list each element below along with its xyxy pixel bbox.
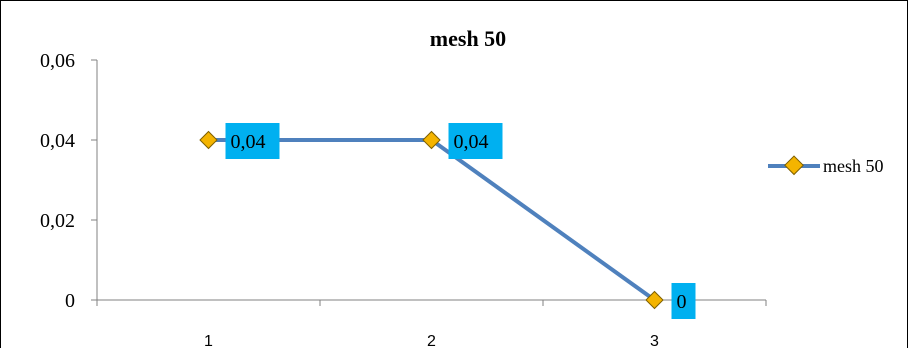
data-labels: 0,04 0,04 0: [225, 123, 696, 319]
data-label-box: [448, 123, 503, 159]
legend-marker-swatch: [784, 155, 804, 176]
y-tick-label: 0,02: [40, 210, 75, 232]
x-tick-label: 3: [650, 333, 659, 350]
series-line: [208, 138, 656, 302]
data-point-marker: [199, 130, 218, 150]
data-label: 0: [677, 291, 687, 313]
y-tick-label: 0,06: [40, 50, 75, 72]
data-point-marker: [645, 290, 664, 310]
data-label-box: [671, 283, 696, 319]
legend-label: mesh 50: [823, 156, 884, 176]
y-tick-label: 0,04: [40, 130, 75, 152]
data-label: 0,04: [231, 131, 266, 153]
data-label: 0,04: [454, 131, 489, 153]
y-tick-label: 0: [65, 290, 75, 312]
x-tick-label: 2: [427, 333, 436, 350]
legend: mesh 50: [768, 155, 884, 176]
axes: [91, 59, 767, 306]
chart-title: mesh 50: [430, 26, 506, 51]
y-tick-labels: 0 0,02 0,04 0,06: [40, 50, 75, 312]
x-tick-label: 1: [204, 333, 213, 350]
data-point-marker: [422, 130, 441, 150]
series-layer: [199, 130, 664, 310]
x-tick-labels: 1 2 3: [204, 333, 659, 350]
data-label-box: [225, 123, 280, 159]
